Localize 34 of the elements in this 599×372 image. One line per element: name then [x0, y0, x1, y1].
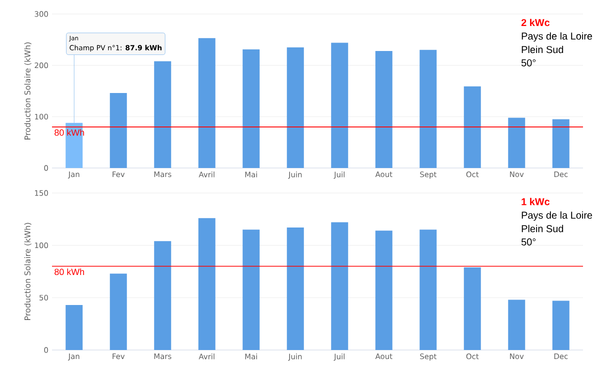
bar: [552, 119, 570, 168]
annotation: Plein Sud: [522, 46, 564, 54]
bar: [242, 230, 260, 350]
annotation: 1 kWc: [522, 198, 550, 206]
bar: [286, 47, 304, 168]
bar: [375, 50, 392, 168]
ref-line-label: 80 kWh: [54, 129, 84, 136]
bar: [331, 42, 348, 168]
bar: [110, 274, 127, 350]
annotation: Pays de la Loire: [522, 32, 592, 42]
annotation: 50°: [521, 59, 536, 66]
bar: [154, 241, 172, 350]
bar: [464, 267, 481, 350]
bar: [464, 86, 481, 168]
annotation: Pays de la Loire: [522, 211, 592, 221]
bar: [198, 218, 216, 350]
bar: [66, 122, 83, 168]
annotation: 50°: [521, 238, 536, 246]
bar: [508, 300, 526, 350]
bar: [286, 228, 304, 350]
bar: [508, 118, 526, 168]
bar: [154, 61, 172, 168]
bar: [66, 304, 83, 350]
annotation: Plein Sud: [522, 224, 564, 232]
bar: [242, 49, 260, 168]
bar: [420, 50, 437, 168]
bar: [331, 222, 348, 350]
ref-line-label: 80 kWh: [54, 268, 84, 276]
bar: [420, 230, 437, 350]
bar: [198, 38, 216, 168]
bar: [110, 93, 127, 168]
bar: [552, 300, 570, 350]
bar: [375, 230, 392, 350]
annotation: 2 kWc: [521, 18, 550, 26]
